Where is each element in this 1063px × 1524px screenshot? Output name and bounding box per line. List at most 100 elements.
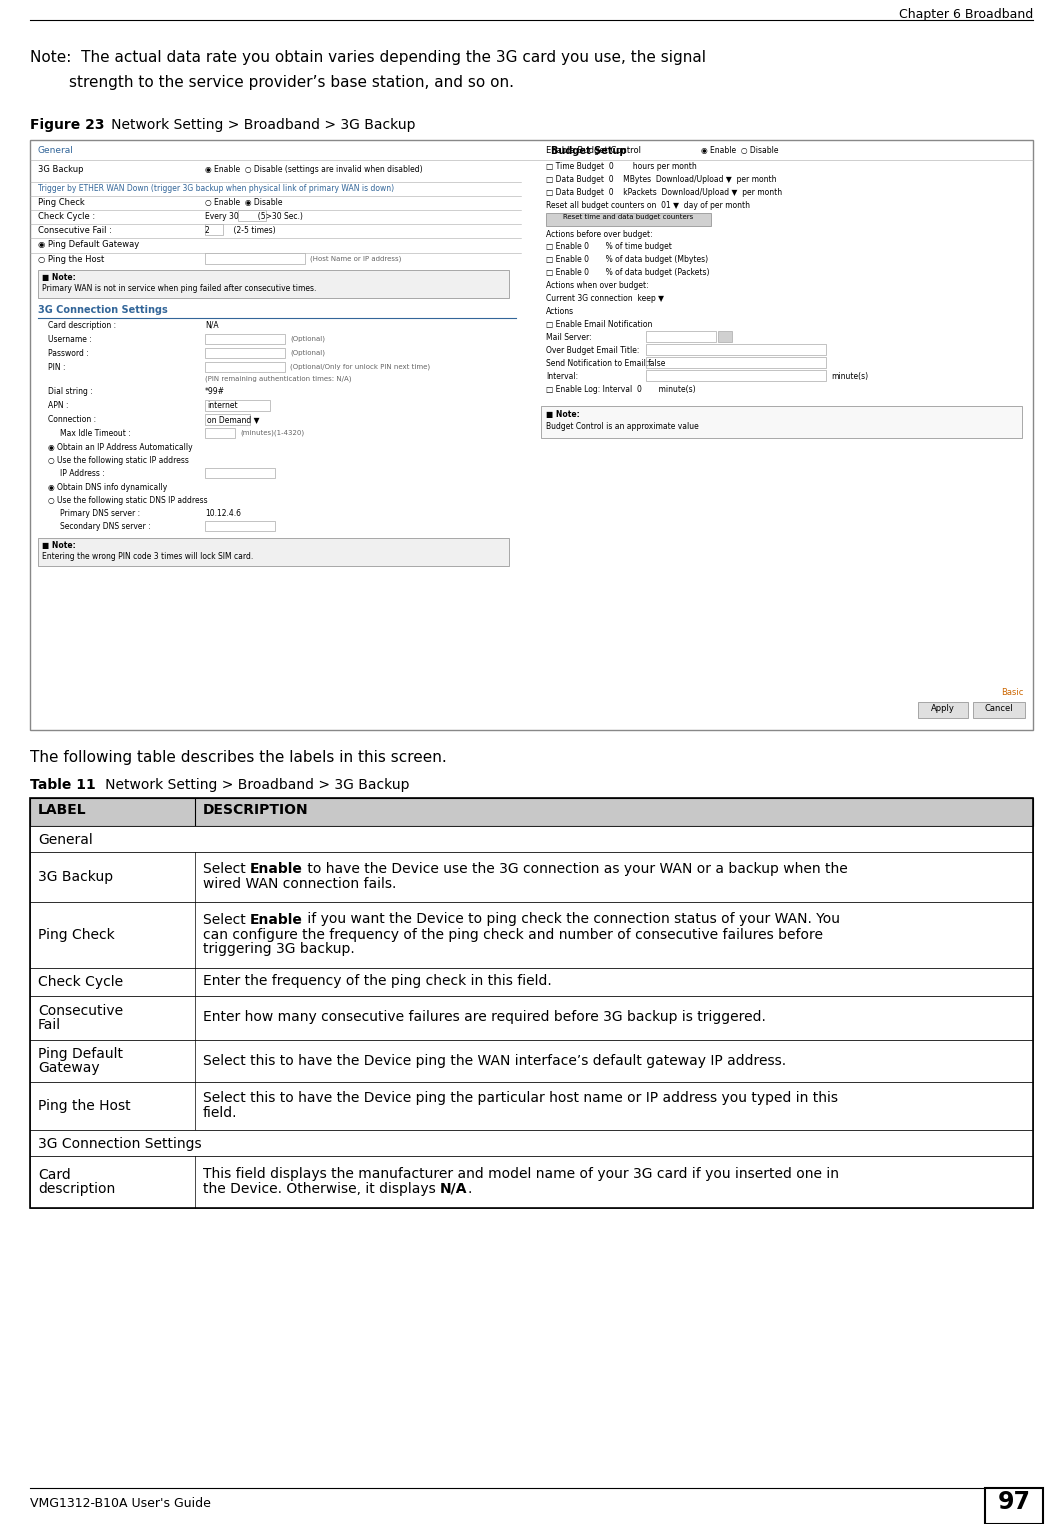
Text: Ping Check: Ping Check xyxy=(38,928,115,942)
Text: Enable: Enable xyxy=(250,863,303,876)
Text: minute(s): minute(s) xyxy=(831,372,868,381)
Bar xyxy=(30,1039,1033,1082)
Text: Password :: Password : xyxy=(48,349,88,358)
Text: (Optional): (Optional) xyxy=(290,349,325,355)
Text: (Host Name or IP address): (Host Name or IP address) xyxy=(310,255,402,262)
Text: General: General xyxy=(38,834,92,847)
Text: 2          (2-5 times): 2 (2-5 times) xyxy=(205,226,275,235)
Text: Fail: Fail xyxy=(38,1018,62,1032)
Text: Check Cycle: Check Cycle xyxy=(38,975,123,989)
Bar xyxy=(205,468,275,479)
Text: □ Data Budget  0    kPackets  Download/Upload ▼  per month: □ Data Budget 0 kPackets Download/Upload… xyxy=(546,187,782,197)
Bar xyxy=(30,852,1033,902)
Text: 3G Backup: 3G Backup xyxy=(38,870,113,884)
Bar xyxy=(646,370,826,381)
Bar xyxy=(541,405,1022,437)
Text: 3G Connection Settings: 3G Connection Settings xyxy=(38,305,168,315)
Bar xyxy=(238,210,266,221)
Text: Entering the wrong PIN code 3 times will lock SIM card.: Entering the wrong PIN code 3 times will… xyxy=(43,552,253,561)
Text: ◉ Ping Default Gateway: ◉ Ping Default Gateway xyxy=(38,239,139,248)
Text: ◉ Enable  ○ Disable: ◉ Enable ○ Disable xyxy=(701,146,778,155)
Text: strength to the service provider’s base station, and so on.: strength to the service provider’s base … xyxy=(30,75,514,90)
Bar xyxy=(205,363,285,372)
Text: (minutes)(1-4320): (minutes)(1-4320) xyxy=(240,428,304,436)
Text: 97: 97 xyxy=(997,1490,1030,1513)
Text: □ Time Budget  0        hours per month: □ Time Budget 0 hours per month xyxy=(546,162,696,171)
Text: Network Setting > Broadband > 3G Backup: Network Setting > Broadband > 3G Backup xyxy=(92,777,409,792)
Text: Interval:: Interval: xyxy=(546,372,578,381)
Text: ■ Note:: ■ Note: xyxy=(43,273,75,282)
Text: Basic: Basic xyxy=(1000,687,1023,696)
Text: to have the Device use the 3G connection as your WAN or a backup when the: to have the Device use the 3G connection… xyxy=(303,863,848,876)
Text: Select: Select xyxy=(203,863,250,876)
Text: □ Enable Email Notification: □ Enable Email Notification xyxy=(546,320,653,329)
Text: Reset time and data budget counters: Reset time and data budget counters xyxy=(563,213,693,219)
Text: *99#: *99# xyxy=(205,387,225,396)
Text: Secondary DNS server :: Secondary DNS server : xyxy=(60,523,151,530)
Text: DESCRIPTION: DESCRIPTION xyxy=(203,803,308,817)
Text: Cancel: Cancel xyxy=(984,704,1013,713)
Text: 10.12.4.6: 10.12.4.6 xyxy=(205,509,241,518)
Text: (Optional/Only for unlock PIN next time): (Optional/Only for unlock PIN next time) xyxy=(290,363,431,369)
Text: N/A: N/A xyxy=(440,1183,468,1196)
Bar xyxy=(985,1487,1043,1524)
Text: Max Idle Timeout :: Max Idle Timeout : xyxy=(60,428,131,437)
Text: Enable Budget Control: Enable Budget Control xyxy=(546,146,641,155)
Text: Current 3G connection  keep ▼: Current 3G connection keep ▼ xyxy=(546,294,664,303)
Text: Budget Setup: Budget Setup xyxy=(551,146,626,155)
Text: Ping the Host: Ping the Host xyxy=(38,1099,131,1113)
Text: Send Notification to Email:: Send Notification to Email: xyxy=(546,360,648,367)
Text: Primary DNS server :: Primary DNS server : xyxy=(60,509,140,518)
Bar xyxy=(205,399,270,411)
Text: 3G Backup: 3G Backup xyxy=(38,165,84,174)
Text: This field displays the manufacturer and model name of your 3G card if you inser: This field displays the manufacturer and… xyxy=(203,1167,839,1181)
Text: IP Address :: IP Address : xyxy=(60,469,105,479)
Bar xyxy=(30,1129,1033,1157)
Text: Ping Default: Ping Default xyxy=(38,1047,123,1061)
Bar xyxy=(30,968,1033,997)
Text: Card description :: Card description : xyxy=(48,322,116,331)
Text: Dial string :: Dial string : xyxy=(48,387,92,396)
Text: Mail Server:: Mail Server: xyxy=(546,334,592,341)
Bar xyxy=(546,213,711,226)
Text: Enable: Enable xyxy=(250,913,303,927)
Text: Table 11: Table 11 xyxy=(30,777,96,792)
Text: Actions: Actions xyxy=(546,306,574,315)
Bar xyxy=(918,703,968,718)
Bar xyxy=(973,703,1025,718)
Text: ○ Use the following static DNS IP address: ○ Use the following static DNS IP addres… xyxy=(48,495,207,504)
Text: ◉ Obtain an IP Address Automatically: ◉ Obtain an IP Address Automatically xyxy=(48,443,192,453)
Bar xyxy=(30,799,1033,826)
Bar xyxy=(205,415,250,425)
Text: □ Enable 0       % of time budget: □ Enable 0 % of time budget xyxy=(546,242,672,251)
Bar xyxy=(30,997,1033,1039)
Text: Consecutive Fail :: Consecutive Fail : xyxy=(38,226,112,235)
Text: ○ Use the following static IP address: ○ Use the following static IP address xyxy=(48,456,189,465)
Text: Apply: Apply xyxy=(931,704,955,713)
Text: false: false xyxy=(648,360,667,367)
Text: wired WAN connection fails.: wired WAN connection fails. xyxy=(203,876,396,892)
Text: PIN :: PIN : xyxy=(48,363,66,372)
Bar xyxy=(30,826,1033,852)
Text: Reset all budget counters on  01 ▼  day of per month: Reset all budget counters on 01 ▼ day of… xyxy=(546,201,750,210)
Text: internet: internet xyxy=(207,401,238,410)
Text: if you want the Device to ping check the connection status of your WAN. You: if you want the Device to ping check the… xyxy=(303,913,840,927)
Text: VMG1312-B10A User's Guide: VMG1312-B10A User's Guide xyxy=(30,1497,210,1510)
Text: Network Setting > Broadband > 3G Backup: Network Setting > Broadband > 3G Backup xyxy=(98,117,416,133)
Text: Every 30        (5>30 Sec.): Every 30 (5>30 Sec.) xyxy=(205,212,303,221)
Text: The following table describes the labels in this screen.: The following table describes the labels… xyxy=(30,750,446,765)
Text: APN :: APN : xyxy=(48,401,68,410)
Bar xyxy=(205,347,285,358)
Text: Select: Select xyxy=(203,913,250,927)
Bar xyxy=(718,331,732,341)
Text: Note:  The actual data rate you obtain varies depending the 3G card you use, the: Note: The actual data rate you obtain va… xyxy=(30,50,706,66)
Text: ■ Note:: ■ Note: xyxy=(546,410,579,419)
Text: 3G Connection Settings: 3G Connection Settings xyxy=(38,1137,202,1151)
Text: Enter how many consecutive failures are required before 3G backup is triggered.: Enter how many consecutive failures are … xyxy=(203,1010,765,1024)
Text: □ Enable 0       % of data budget (Packets): □ Enable 0 % of data budget (Packets) xyxy=(546,268,709,277)
Bar xyxy=(38,538,509,565)
Bar xyxy=(30,1082,1033,1129)
Bar xyxy=(205,428,235,437)
Bar xyxy=(30,140,1033,730)
Text: Select this to have the Device ping the WAN interface’s default gateway IP addre: Select this to have the Device ping the … xyxy=(203,1053,787,1067)
